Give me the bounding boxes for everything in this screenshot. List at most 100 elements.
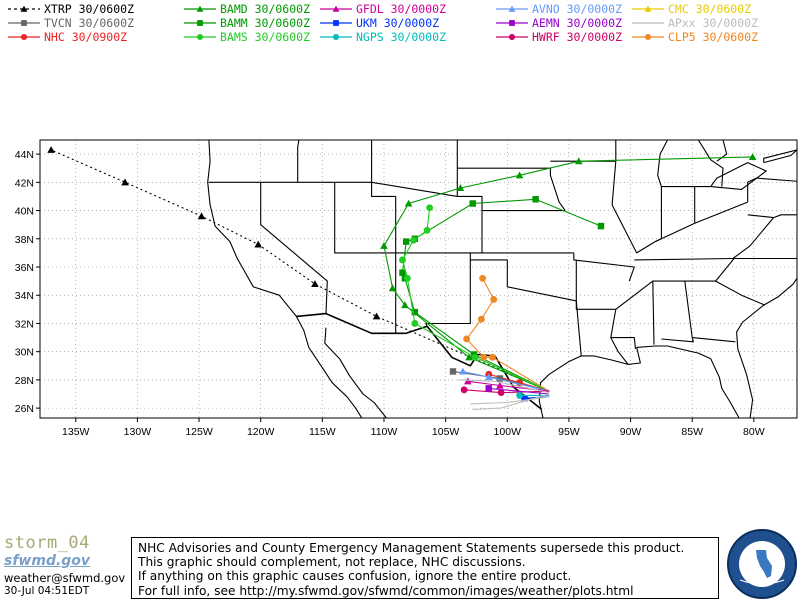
legend-label-bams: BAMS 30/0600Z — [220, 30, 311, 44]
footer-branding: storm_04 sfwmd.gov weather@sfwmd.gov 30-… — [2, 533, 130, 599]
lat-tick-label: 44N — [15, 149, 34, 161]
legend-marker — [20, 5, 28, 12]
state-boundary — [334, 182, 574, 254]
gulf-coastline — [538, 345, 740, 418]
track-point-bams — [423, 226, 431, 234]
disclaimer-link-line[interactable]: For full info, see http://my.sfwmd.gov/s… — [138, 583, 634, 598]
track-point-avno — [459, 367, 467, 375]
state-boundary — [425, 252, 471, 327]
legend-swatch-bams — [184, 33, 216, 41]
track-point-bamd — [515, 171, 524, 179]
track-point-xtrp — [197, 212, 206, 220]
state-boundary — [697, 140, 724, 187]
track-point-xtrp — [47, 146, 55, 153]
track-point-avno — [484, 373, 493, 381]
lon-tick-label: 115W — [309, 426, 336, 438]
lon-tick-label: 95W — [558, 426, 580, 438]
track-point-clp5 — [490, 296, 498, 303]
legend-marker — [197, 20, 203, 26]
lat-tick-label: 38N — [15, 234, 34, 246]
state-boundary — [611, 201, 748, 254]
track-point-xtrp — [372, 312, 381, 320]
legend-marker — [196, 5, 204, 12]
track-point-bams — [426, 204, 434, 212]
model-legend: XTRP 30/0600Z BAMD 30/0600Z GFDL 30/0000Z A… — [0, 0, 800, 48]
track-point-bamd — [465, 353, 473, 361]
legend-label-tvcn: TVCN 30/0600Z — [44, 16, 135, 30]
track-point-gfdl — [464, 377, 472, 385]
track-point-aemn — [485, 385, 493, 392]
legend-marker — [644, 5, 652, 12]
legend-label-aemn: AEMN 30/0000Z — [532, 16, 623, 30]
legend-swatch-bamd — [184, 5, 216, 12]
legend-label-cmc: CMC 30/0600Z — [668, 2, 752, 16]
state-boundary — [756, 177, 797, 182]
state-boundary — [371, 140, 396, 197]
legend-marker — [196, 33, 204, 41]
legend-swatch-xtrp — [8, 5, 40, 12]
state-boundary — [297, 140, 300, 183]
legend-marker — [20, 33, 28, 41]
legend-swatch-aemn — [496, 20, 528, 26]
track-point-bams — [411, 320, 419, 327]
atlantic-coastline — [736, 277, 797, 418]
track-point-bamm — [532, 196, 539, 203]
legend-label-clp5: CLP5 30/0600Z — [668, 30, 759, 44]
us-mexico-border — [296, 312, 543, 411]
state-boundary — [611, 140, 617, 205]
state-boundary — [615, 280, 655, 345]
legend-marker — [508, 33, 516, 41]
legend-label-bamd: BAMD 30/0600Z — [220, 2, 311, 16]
track-point-clp5 — [489, 353, 496, 361]
contact-email[interactable]: weather@sfwmd.gov — [4, 571, 126, 585]
site-logo[interactable]: sfwmd.gov — [4, 553, 91, 569]
legend-swatch-ngps — [320, 33, 352, 41]
track-point-gfdl — [496, 381, 504, 389]
disclaimer-line: If anything on this graphic causes confu… — [138, 569, 572, 584]
lat-tick-label: 30N — [15, 347, 34, 359]
lake-ontario — [763, 149, 797, 164]
track-line-apxx3 — [457, 379, 550, 394]
state-boundary — [549, 168, 566, 211]
track-point-bamm — [402, 238, 410, 245]
map-area — [40, 140, 797, 418]
state-boundary — [747, 177, 757, 203]
track-point-bamd — [456, 184, 465, 192]
state-boundary — [470, 259, 582, 356]
lon-tick-label: 135W — [62, 426, 90, 438]
track-point-xtrp — [311, 280, 319, 287]
lon-tick-label: 130W — [124, 426, 152, 438]
legend-swatch-tvcn — [8, 20, 40, 26]
track-point-bams — [403, 274, 411, 282]
track-point-bamd — [380, 242, 388, 249]
timestamp: 30-Jul 04:51EDT — [4, 585, 90, 597]
legend-swatch-hwrf — [496, 33, 528, 41]
lon-tick-label: 125W — [185, 426, 213, 438]
state-boundary — [610, 337, 629, 365]
state-boundary — [692, 337, 736, 343]
track-line-apxx2 — [472, 393, 550, 411]
legend-swatch-cmc — [632, 5, 664, 12]
lat-tick-label: 32N — [15, 318, 34, 330]
legend-label-hwrf: HWRF 30/0000Z — [532, 30, 623, 44]
state-boundary — [208, 181, 483, 197]
lat-tick-label: 40N — [15, 206, 34, 218]
district-seal-logo — [727, 529, 797, 599]
legend-label-bamm: BAMM 30/0600Z — [220, 16, 311, 30]
lon-tick-label: 110W — [371, 426, 398, 438]
track-point-hwrf — [497, 389, 505, 397]
state-boundary — [260, 182, 328, 314]
track-line-bams — [401, 207, 550, 392]
pacific-coastline — [207, 140, 363, 418]
legend-swatch-gfdl — [320, 5, 352, 12]
state-boundary — [652, 280, 694, 343]
state-boundary — [715, 280, 766, 306]
track-point-bamm — [411, 308, 419, 316]
lon-tick-label: 105W — [432, 426, 460, 438]
track-point-xtrp — [254, 240, 263, 248]
legend-label-xtrp: XTRP 30/0600Z — [44, 2, 135, 16]
track-point-bamm — [469, 200, 476, 207]
legend-marker — [644, 33, 652, 41]
track-point-bamd — [574, 157, 583, 165]
lat-tick-label: 42N — [15, 177, 34, 189]
